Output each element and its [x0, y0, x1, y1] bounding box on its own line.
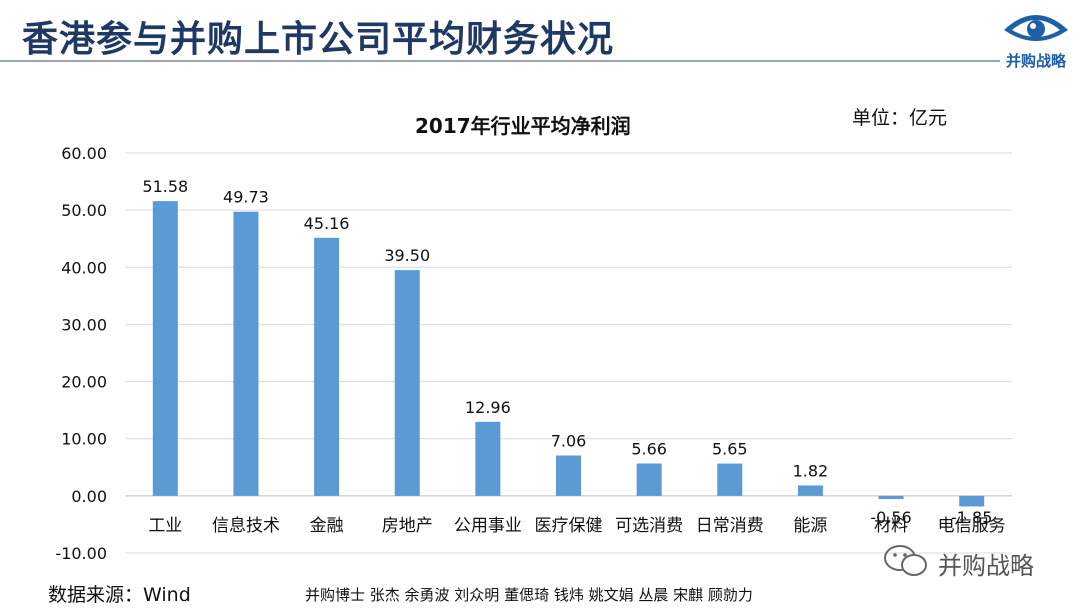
bar: [959, 495, 985, 507]
bar: [717, 463, 743, 496]
y-tick-label: -10.00: [55, 544, 107, 563]
y-tick-label: 30.00: [61, 315, 107, 334]
chart-title: 2017年行业平均净利润: [415, 114, 631, 138]
data-label: -0.56: [870, 508, 911, 527]
category-label: 医疗保健: [535, 516, 603, 536]
data-label: -1.85: [951, 508, 992, 527]
category-label: 电信服务: [938, 516, 1006, 536]
bar: [636, 463, 662, 496]
y-tick-label: 40.00: [61, 258, 107, 277]
data-label: 7.06: [551, 432, 587, 451]
data-label: 1.82: [793, 461, 829, 480]
data-label: 5.65: [712, 440, 748, 459]
y-tick-label: 50.00: [61, 201, 107, 220]
data-label: 5.66: [631, 440, 667, 459]
data-label: 12.96: [465, 398, 511, 417]
brand-logo: 并购战略: [996, 4, 1076, 72]
category-label: 工业: [148, 516, 182, 536]
y-tick-label: 0.00: [71, 487, 107, 506]
y-tick-label: 20.00: [61, 373, 107, 392]
bar: [475, 421, 501, 496]
header-divider: [0, 60, 1000, 62]
category-label: 日常消费: [696, 516, 764, 536]
data-source: 数据来源：Wind: [48, 584, 191, 606]
category-label: 可选消费: [615, 516, 683, 536]
category-label: 公用事业: [454, 516, 522, 536]
watermark: 并购战略: [878, 540, 1068, 580]
bar: [314, 237, 340, 496]
wechat-icon: [884, 545, 927, 576]
y-tick-label: 60.00: [61, 144, 107, 163]
bar: [556, 455, 581, 496]
category-label: 能源: [793, 516, 827, 536]
category-label: 材料: [874, 516, 908, 536]
category-label: 信息技术: [212, 516, 280, 536]
data-label: 39.50: [384, 246, 430, 265]
bar: [233, 211, 259, 496]
bar: [878, 495, 904, 500]
data-label: 51.58: [142, 177, 188, 196]
data-label: 49.73: [223, 188, 269, 207]
unit-label: 单位：亿元: [852, 107, 948, 129]
bar: [797, 485, 823, 496]
logo-text: 并购战略: [1005, 52, 1066, 70]
watermark-text: 并购战略: [938, 552, 1034, 580]
category-label: 房地产: [382, 516, 433, 536]
category-label: 金融: [310, 516, 344, 536]
bar: [152, 201, 178, 496]
header: 香港参与并购上市公司平均财务状况: [0, 0, 1080, 70]
data-label: 45.16: [304, 214, 350, 233]
page-title: 香港参与并购上市公司平均财务状况: [22, 19, 615, 60]
bar: [394, 270, 420, 496]
eye-icon: [1004, 15, 1068, 41]
y-tick-label: 10.00: [61, 430, 107, 449]
authors-line: 并购博士 张杰 余勇波 刘众明 董偲琦 钱炜 姚文娟 丛晨 宋麒 顾勍力: [305, 586, 753, 604]
